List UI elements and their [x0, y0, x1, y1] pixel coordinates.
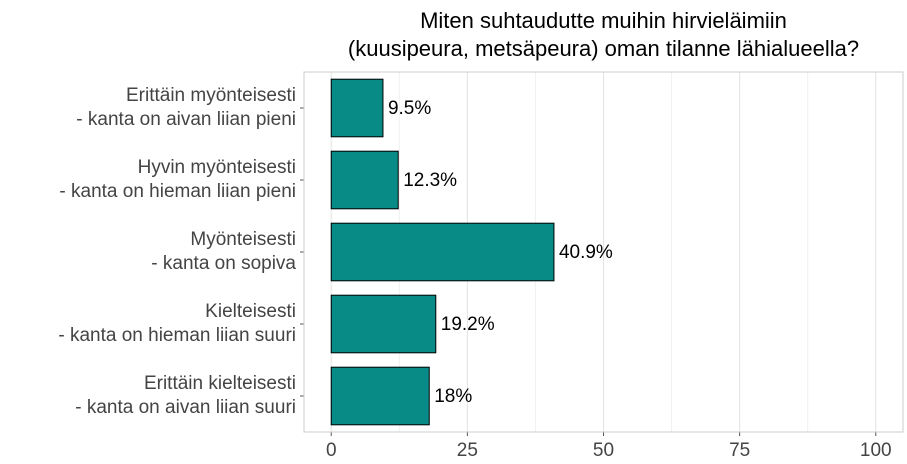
value-label: 12.3%: [403, 170, 457, 191]
x-tick-label: 0: [326, 440, 337, 461]
x-tick-label: 50: [593, 440, 614, 461]
panel-border: [303, 71, 904, 433]
y-tick-label: Erittäin myönteisesti - kanta on aivan li…: [76, 85, 296, 130]
bar: [330, 294, 437, 354]
bar: [330, 222, 555, 282]
y-tick-label: Kielteisesti - kanta on hieman liian suur…: [58, 301, 296, 346]
x-tick-label: 25: [457, 440, 478, 461]
y-tick-label: Erittäin kielteisesti - kanta on aivan li…: [75, 373, 296, 418]
x-tick-label: 100: [860, 440, 892, 461]
bar: [330, 150, 399, 210]
value-label: 9.5%: [388, 98, 431, 119]
y-tick-label: Myönteisesti - kanta on sopiva: [151, 229, 296, 274]
value-label: 18%: [434, 386, 472, 407]
value-label: 40.9%: [559, 242, 613, 263]
bar: [330, 78, 384, 138]
value-label: 19.2%: [441, 314, 495, 335]
y-tick-label: Hyvin myönteisesti - kanta on hieman liia…: [59, 157, 296, 202]
x-tick-label: 75: [729, 440, 750, 461]
bar: [330, 366, 430, 426]
chart-title: Miten suhtaudutte muihin hirvieläimiin (k…: [348, 8, 859, 61]
